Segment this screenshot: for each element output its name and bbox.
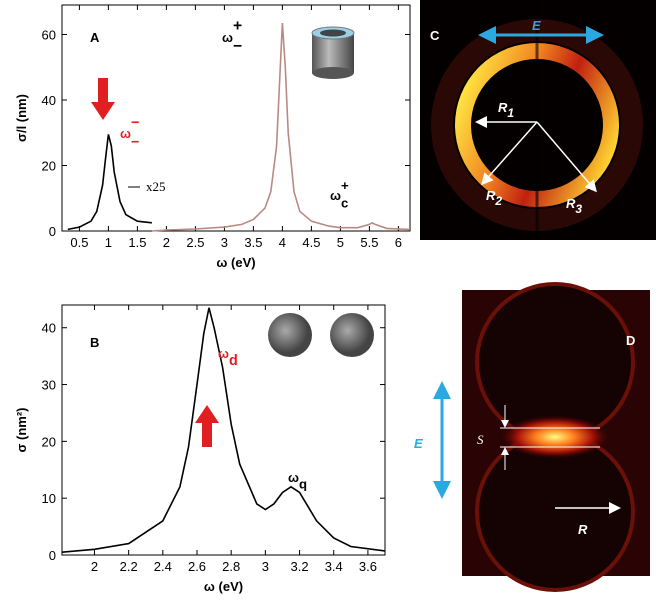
field-label: E [414,436,423,451]
y-tick-label: 40 [42,93,56,108]
x-tick-label: 3.6 [359,559,377,574]
x-tick-label: 5 [337,235,344,250]
annotation: ωq [288,470,307,492]
annotation-sub: − [131,134,139,150]
y-tick-label: 20 [42,434,56,449]
x-tick-label: 2 [163,235,170,250]
series-line [151,22,411,232]
field-label: E [532,18,541,33]
x-tick-label: 3 [221,235,228,250]
panel-label: A [90,30,100,45]
y-tick-label: 60 [42,27,56,42]
y-axis-label: σ (nm²) [14,408,29,453]
y-tick-label: 30 [42,378,56,393]
x-tick-label: 2 [91,559,98,574]
panel-label: D [626,333,635,348]
x-tick-label: 4 [279,235,286,250]
x-tick-label: 2.4 [154,559,172,574]
sphere-icon [330,313,374,357]
x-tick-label: 2.8 [222,559,240,574]
x-tick-label: 2.6 [188,559,206,574]
annotation-symbol: ω [222,30,233,45]
annotation: ω+ c [330,178,349,211]
plot-frame [61,4,411,232]
gap-label: S [477,432,484,447]
x-axis-label: ω (eV) [216,255,255,270]
series-line [67,134,152,231]
radius-symbol: R [566,196,576,211]
y-tick-label: 0 [49,224,56,239]
annotation-symbol: ω [330,188,341,203]
x-tick-label: 3.2 [291,559,309,574]
sphere-icon [268,313,312,357]
x-axis-label: ω (eV) [204,579,243,594]
y-tick-label: 20 [42,158,56,173]
radius-label: R [578,522,588,537]
y-axis-label: σ/l (nm) [14,94,29,142]
annotation-sup: − [131,115,139,131]
annotation-symbol: ω [120,126,131,141]
x-tick-label: 0.5 [70,235,88,250]
plot-frame [61,304,386,556]
x-tick-label: 3 [262,559,269,574]
annotation: ω+ − [222,17,242,55]
x-tick-label: 6 [395,235,402,250]
x-tick-label: 5.5 [360,235,378,250]
red-arrow [195,405,219,447]
radius-symbol: R [498,100,508,115]
radius-index: 3 [575,202,582,216]
panel-d [433,282,650,592]
annotation-sup: + [233,17,242,34]
annotation-sub: d [229,353,238,369]
x-tick-label: 3.4 [325,559,343,574]
legend-label: x25 [146,179,166,194]
annotation-sub: q [299,477,307,492]
y-tick-label: 0 [49,548,56,563]
panel-label: C [430,28,440,43]
x-tick-label: 2.2 [120,559,138,574]
radius-symbol: R [486,188,496,203]
radius-label: R3 [566,196,582,216]
x-tick-label: 3.5 [244,235,262,250]
x-tick-label: 1.5 [128,235,146,250]
radius-label: R1 [498,100,514,120]
y-tick-label: 10 [42,491,56,506]
y-tick-label: 40 [42,321,56,336]
annotation-sup: + [341,178,349,193]
cylinder-icon [311,26,355,79]
annotation-symbol: ω [288,470,299,485]
annotation-sub: − [233,38,242,55]
annotation: ω− − [120,115,139,150]
series-line [61,307,386,553]
radius-index: 1 [507,106,514,120]
annotation-symbol: ω [218,346,229,361]
annotation-sub: c [341,196,348,211]
x-tick-label: 1 [105,235,112,250]
red-arrow [91,78,115,120]
radius-index: 2 [494,194,502,208]
panel-label: B [90,335,99,350]
panel-c [420,0,656,240]
x-tick-label: 4.5 [302,235,320,250]
chart: 2 2.2 2.4 2.6 2.8 3 3.2 3.4 3.6 0 10 20 30 40 ω (eV) σ … [14,304,386,594]
annotation: ωd [218,346,238,369]
radius-label: R2 [486,188,502,208]
x-tick-label: 2.5 [186,235,204,250]
